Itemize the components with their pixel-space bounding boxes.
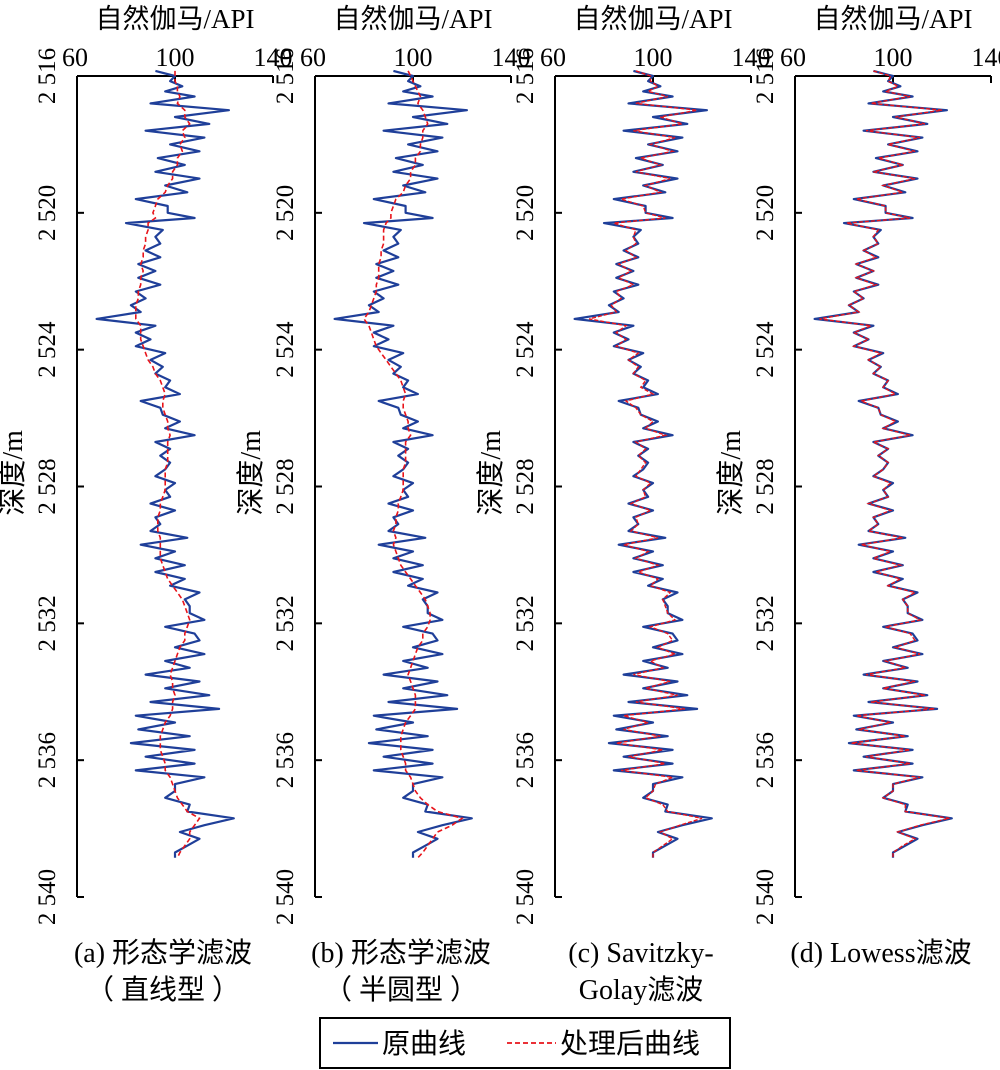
y-tick-label: 2 532 xyxy=(752,595,779,651)
x-tick-label: 140 xyxy=(972,43,1000,72)
y-axis-title: 深度/m xyxy=(715,430,747,516)
x-tick-label: 60 xyxy=(540,43,566,72)
y-tick-label: 2 536 xyxy=(34,732,61,788)
y-tick-label: 2 540 xyxy=(272,869,299,925)
y-tick-label: 2 524 xyxy=(272,321,299,378)
y-tick-label: 2 528 xyxy=(272,458,299,514)
series-raw-line xyxy=(333,69,473,858)
y-tick-label: 2 516 xyxy=(512,48,539,104)
series-raw-line xyxy=(573,69,713,858)
x-axis-title: 自然伽马/API xyxy=(333,4,492,34)
series-processed-line xyxy=(135,70,201,859)
panel-caption: (d) Lowess滤波 xyxy=(790,937,971,969)
series-processed-line xyxy=(819,70,950,858)
x-tick-label: 60 xyxy=(780,43,806,72)
y-tick-label: 2 540 xyxy=(34,869,61,925)
y-tick-label: 2 524 xyxy=(512,321,539,378)
y-tick-label: 2 536 xyxy=(752,732,779,788)
x-tick-label: 60 xyxy=(300,43,326,72)
y-tick-label: 2 520 xyxy=(752,185,779,241)
panel-caption: (c) Savitzky- xyxy=(568,938,713,969)
y-tick-label: 2 540 xyxy=(512,869,539,925)
legend-processed-label: 处理后曲线 xyxy=(560,1028,700,1060)
y-tick-label: 2 524 xyxy=(752,321,779,378)
panel-caption: (a) 形态学滤波 xyxy=(74,937,252,969)
x-axis-title: 自然伽马/API xyxy=(813,4,972,34)
y-axis-title: 深度/m xyxy=(0,430,29,516)
x-tick-label: 140 xyxy=(732,43,771,72)
y-tick-label: 2 532 xyxy=(512,595,539,651)
y-tick-label: 2 528 xyxy=(34,458,61,514)
y-tick-label: 2 520 xyxy=(34,185,61,241)
y-tick-label: 2 516 xyxy=(34,48,61,104)
y-tick-label: 2 528 xyxy=(752,458,779,514)
y-tick-label: 2 532 xyxy=(272,595,299,651)
x-tick-label: 100 xyxy=(394,43,433,72)
y-tick-label: 2 532 xyxy=(34,595,61,651)
series-processed-line xyxy=(589,70,703,858)
y-tick-label: 2 536 xyxy=(272,732,299,788)
y-axis-title: 深度/m xyxy=(235,430,267,516)
x-tick-label: 100 xyxy=(156,43,195,72)
x-tick-label: 140 xyxy=(492,43,531,72)
panel-caption: （ 半圆型 ） xyxy=(324,974,478,1006)
panel-caption: Golay滤波 xyxy=(579,974,703,1006)
y-tick-label: 2 540 xyxy=(752,869,779,925)
x-tick-label: 100 xyxy=(874,43,913,72)
panel-caption: （ 直线型 ） xyxy=(86,974,240,1006)
panel-caption: (b) 形态学滤波 xyxy=(311,937,491,969)
y-tick-label: 2 520 xyxy=(272,185,299,241)
series-raw-line xyxy=(95,69,235,858)
x-axis-title: 自然伽马/API xyxy=(95,4,254,34)
y-tick-label: 2 516 xyxy=(752,48,779,104)
legend: 原曲线 处理后曲线 xyxy=(319,1017,731,1069)
series-processed-line xyxy=(363,70,464,859)
y-axis-title: 深度/m xyxy=(475,430,507,516)
x-tick-label: 100 xyxy=(634,43,673,72)
x-tick-label: 60 xyxy=(62,43,88,72)
y-tick-label: 2 528 xyxy=(512,458,539,514)
x-tick-label: 140 xyxy=(254,43,293,72)
y-tick-label: 2 524 xyxy=(34,321,61,378)
x-axis-title: 自然伽马/API xyxy=(573,4,732,34)
y-tick-label: 2 536 xyxy=(512,732,539,788)
y-tick-label: 2 520 xyxy=(512,185,539,241)
legend-raw-label: 原曲线 xyxy=(382,1028,466,1060)
y-tick-label: 2 516 xyxy=(272,48,299,104)
